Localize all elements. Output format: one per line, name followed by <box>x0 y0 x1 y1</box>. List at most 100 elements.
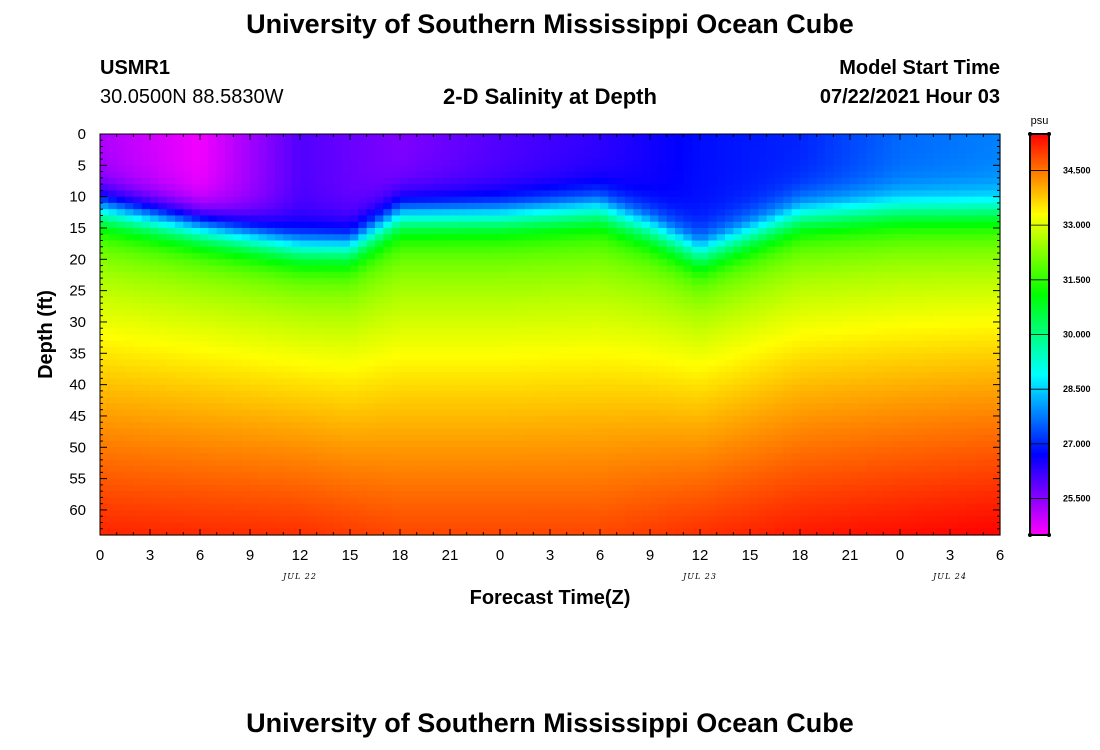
heatmap-cell <box>600 309 609 317</box>
heatmap-cell <box>116 315 126 323</box>
heatmap-cell <box>366 209 376 217</box>
heatmap-cell <box>350 409 359 417</box>
heatmap-cell <box>658 409 668 417</box>
heatmap-cell <box>900 347 909 354</box>
heatmap-cell <box>400 409 409 417</box>
heatmap-cell <box>233 340 243 348</box>
heatmap-cell <box>891 215 901 223</box>
heatmap-cell <box>616 353 626 361</box>
heatmap-cell <box>316 284 326 292</box>
heatmap-cell <box>850 353 859 361</box>
heatmap-cell <box>525 140 534 148</box>
heatmap-cell <box>133 378 143 386</box>
heatmap-cell <box>558 140 568 148</box>
heatmap-cell <box>108 246 118 254</box>
heatmap-cell <box>591 397 601 405</box>
heatmap-cell <box>941 259 951 267</box>
heatmap-cell <box>141 315 151 323</box>
heatmap-cell <box>800 384 809 392</box>
heatmap-cell <box>900 303 909 311</box>
heatmap-cell <box>316 309 326 317</box>
heatmap-cell <box>500 159 509 166</box>
heatmap-cell <box>850 378 859 386</box>
heatmap-cell <box>700 234 709 242</box>
heatmap-cell <box>766 378 776 386</box>
heatmap-cell <box>858 134 868 141</box>
heatmap-cell <box>983 296 993 304</box>
heatmap-cell <box>825 303 834 311</box>
heatmap-cell <box>883 184 893 191</box>
heatmap-cell <box>741 196 751 204</box>
heatmap-cell <box>675 215 684 223</box>
heatmap-cell <box>275 415 284 423</box>
heatmap-cell <box>716 159 726 166</box>
heatmap-cell <box>191 290 201 298</box>
heatmap-cell <box>841 415 851 423</box>
heatmap-cell <box>275 334 284 342</box>
heatmap-cell <box>100 259 109 267</box>
heatmap-cell <box>325 209 334 217</box>
heatmap-cell <box>941 278 951 285</box>
heatmap-cell <box>816 365 826 373</box>
heatmap-cell <box>508 415 518 423</box>
heatmap-cell <box>450 353 459 361</box>
heatmap-cell <box>300 196 309 204</box>
heatmap-cell <box>191 409 201 417</box>
heatmap-cell <box>841 259 851 267</box>
heatmap-cell <box>208 328 218 336</box>
heatmap-cell <box>100 253 109 260</box>
heatmap-cell <box>750 152 759 160</box>
heatmap-cell <box>558 165 568 173</box>
heatmap-cell <box>483 390 493 398</box>
heatmap-cell <box>375 171 384 179</box>
heatmap-cell <box>375 384 384 392</box>
heatmap-cell <box>900 240 909 248</box>
heatmap-cell <box>975 378 984 386</box>
heatmap-cell <box>758 372 768 379</box>
heatmap-cell <box>833 209 843 217</box>
heatmap-cell <box>791 134 801 141</box>
heatmap-cell <box>166 152 176 160</box>
heatmap-cell <box>558 415 568 423</box>
heatmap-cell <box>133 253 143 260</box>
heatmap-cell <box>858 290 868 298</box>
heatmap-cell <box>433 328 443 336</box>
heatmap-cell <box>700 359 709 367</box>
heatmap-cell <box>233 202 243 210</box>
heatmap-cell <box>433 284 443 292</box>
heatmap-cell <box>875 177 884 185</box>
heatmap-cell <box>800 227 809 235</box>
heatmap-cell <box>725 227 734 235</box>
heatmap-cell <box>158 365 168 373</box>
heatmap-cell <box>166 165 176 173</box>
heatmap-cell <box>658 315 668 323</box>
heatmap-cell <box>100 365 109 373</box>
heatmap-cell <box>691 303 701 311</box>
heatmap-cell <box>100 278 109 285</box>
heatmap-cell <box>750 221 759 229</box>
heatmap-cell <box>600 227 609 235</box>
heatmap-cell <box>108 202 118 210</box>
heatmap-cell <box>350 165 359 173</box>
heatmap-cell <box>950 246 959 254</box>
heatmap-cell <box>491 359 501 367</box>
heatmap-cell <box>883 334 893 342</box>
heatmap-cell <box>916 265 926 273</box>
heatmap-cell <box>900 246 909 254</box>
heatmap-cell <box>475 240 484 248</box>
heatmap-cell <box>916 359 926 367</box>
heatmap-cell <box>325 184 334 191</box>
heatmap-cell <box>116 296 126 304</box>
heatmap-cell <box>208 190 218 198</box>
heatmap-cell <box>358 315 368 323</box>
heatmap-cell <box>833 259 843 267</box>
heatmap-cell <box>241 347 251 354</box>
heatmap-cell <box>108 184 118 191</box>
heatmap-cell <box>775 321 784 329</box>
heatmap-cell <box>666 202 676 210</box>
heatmap-cell <box>108 227 118 235</box>
heatmap-cell <box>566 284 576 292</box>
heatmap-cell <box>391 265 401 273</box>
heatmap-cell <box>275 284 284 292</box>
heatmap-cell <box>475 165 484 173</box>
